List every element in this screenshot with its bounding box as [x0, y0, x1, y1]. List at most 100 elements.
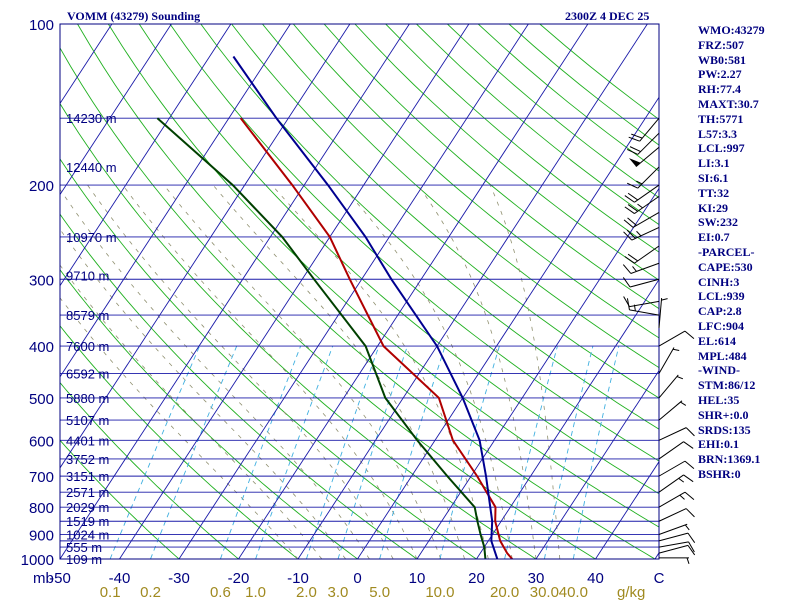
mixing-ratio-label: 20.0 — [490, 584, 519, 600]
mixing-ratio-line — [439, 345, 500, 559]
pressure-tick-label: 300 — [29, 272, 54, 289]
isotherm-line — [60, 24, 351, 469]
wind-barb-flag — [684, 330, 695, 340]
index-item: EL:614 — [698, 333, 737, 348]
index-item: MAXT:30.7 — [698, 96, 759, 111]
temperature-tick-label: 0 — [353, 570, 361, 587]
dewpoint-profile — [156, 117, 487, 559]
height-label: 7600 m — [66, 339, 109, 354]
wind-barb-flag — [627, 253, 638, 262]
wind-barb-flag — [688, 541, 695, 553]
isotherm-line — [476, 278, 659, 559]
wind-barb — [658, 491, 695, 508]
wind-barb-staff — [658, 541, 689, 548]
wind-barb — [626, 132, 660, 155]
wind-barb — [628, 117, 660, 142]
wind-barb-halfflag — [684, 524, 690, 531]
isotherm-line — [60, 24, 232, 287]
index-item: TT:32 — [698, 185, 730, 200]
dry-adiabat-line — [107, 24, 659, 528]
height-label: 8579 m — [66, 308, 109, 323]
observation-time: 2300Z 4 DEC 25 — [565, 9, 650, 23]
index-item: SHR+:0.0 — [698, 407, 749, 422]
moist-adiabat-line — [212, 184, 465, 559]
wind-barb-staff — [658, 523, 688, 535]
station-title: VOMM (43279) Sounding — [67, 9, 201, 23]
isotherm-line — [297, 24, 648, 559]
mixing-ratio-label: 0.6 — [210, 584, 231, 600]
temperature-unit-label: C — [654, 570, 665, 587]
pressure-tick-label: 1000 — [21, 552, 54, 569]
index-item: TH:5771 — [698, 111, 744, 126]
wind-barb-staff — [637, 166, 660, 189]
wind-barb-flag — [624, 206, 635, 215]
wind-barb — [658, 523, 690, 535]
height-label: 2029 m — [66, 500, 109, 515]
wind-barb-flag — [683, 474, 694, 483]
moist-adiabat-line — [122, 184, 418, 559]
pressure-tick-label: 200 — [29, 178, 54, 195]
mixing-ratio-line — [543, 345, 594, 559]
wind-barb-staff — [658, 347, 675, 374]
height-label: 109 m — [66, 552, 102, 567]
mixing-ratio-label: 1.0 — [245, 584, 266, 600]
wind-barb — [658, 544, 696, 556]
wind-barb-staff — [658, 460, 686, 477]
mixing-ratio-line — [150, 345, 238, 559]
wind-barb-flag — [683, 441, 694, 449]
wind-barb — [658, 400, 687, 421]
wind-barb-halfflag — [632, 266, 637, 272]
wind-barb-staff — [630, 262, 660, 274]
wind-barb — [658, 298, 668, 329]
wind-barb-halfflag — [672, 348, 680, 351]
wind-barb-staff — [629, 278, 660, 288]
wind-barb-staff — [658, 400, 683, 421]
height-label: 9710 m — [66, 268, 109, 283]
indices-panel: WMO:43279 FRZ:507 WB0:581 PW:2.27 RH:77.4 MAX… — [698, 23, 798, 482]
wind-barb — [626, 298, 660, 316]
wind-barb-staff — [631, 226, 660, 241]
height-label: 2571 m — [66, 485, 109, 500]
isotherm-line — [416, 187, 659, 559]
wind-barb-staff — [658, 532, 689, 542]
mixing-ratio-label: 40.0 — [559, 584, 588, 600]
pressure-tick-label: 700 — [29, 469, 54, 486]
isotherm-line — [178, 24, 529, 559]
wind-barb-staff — [634, 245, 660, 264]
temperature-tick-label: -50 — [49, 570, 71, 587]
wind-barb — [658, 508, 695, 522]
mixing-ratio-label: 5.0 — [369, 584, 390, 600]
wind-barb-staff — [637, 132, 660, 155]
wind-barb-flag — [624, 256, 635, 264]
pressure-tick-label: 500 — [29, 391, 54, 408]
temperature-tick-label: 30 — [528, 570, 545, 587]
wind-barb-flag — [628, 136, 640, 142]
temperature-tick-label: -10 — [287, 570, 309, 587]
wind-barb-staff — [629, 300, 660, 308]
wind-barb — [658, 427, 695, 441]
wind-barb-staff — [658, 508, 687, 522]
wind-barb-flag — [624, 195, 635, 203]
wind-barb — [658, 347, 680, 374]
height-label: 14230 m — [66, 111, 117, 126]
wind-barb-flag — [685, 508, 695, 518]
moist-adiabat-line — [60, 228, 346, 559]
wind-barb-halfflag — [678, 477, 685, 483]
pressure-tick-label: 400 — [29, 339, 54, 356]
wind-barb — [623, 226, 660, 241]
wind-barb-staff — [658, 298, 663, 329]
temperature-tick-label: -20 — [228, 570, 250, 587]
mixing-ratio-label: 10.0 — [425, 584, 454, 600]
wind-barb-staff — [658, 441, 684, 460]
isotherm-line — [595, 460, 659, 559]
wind-barb — [624, 245, 660, 264]
isotherm-line — [535, 369, 659, 559]
temperature-tick-label: 10 — [409, 570, 426, 587]
wind-barb-flag — [629, 146, 641, 153]
wind-barb — [659, 557, 690, 564]
wind-barb-flag — [687, 532, 696, 543]
mixing-ratio-unit-label: g/kg — [617, 584, 645, 600]
wind-barb — [658, 441, 694, 460]
wind-barb-flag — [627, 192, 638, 201]
